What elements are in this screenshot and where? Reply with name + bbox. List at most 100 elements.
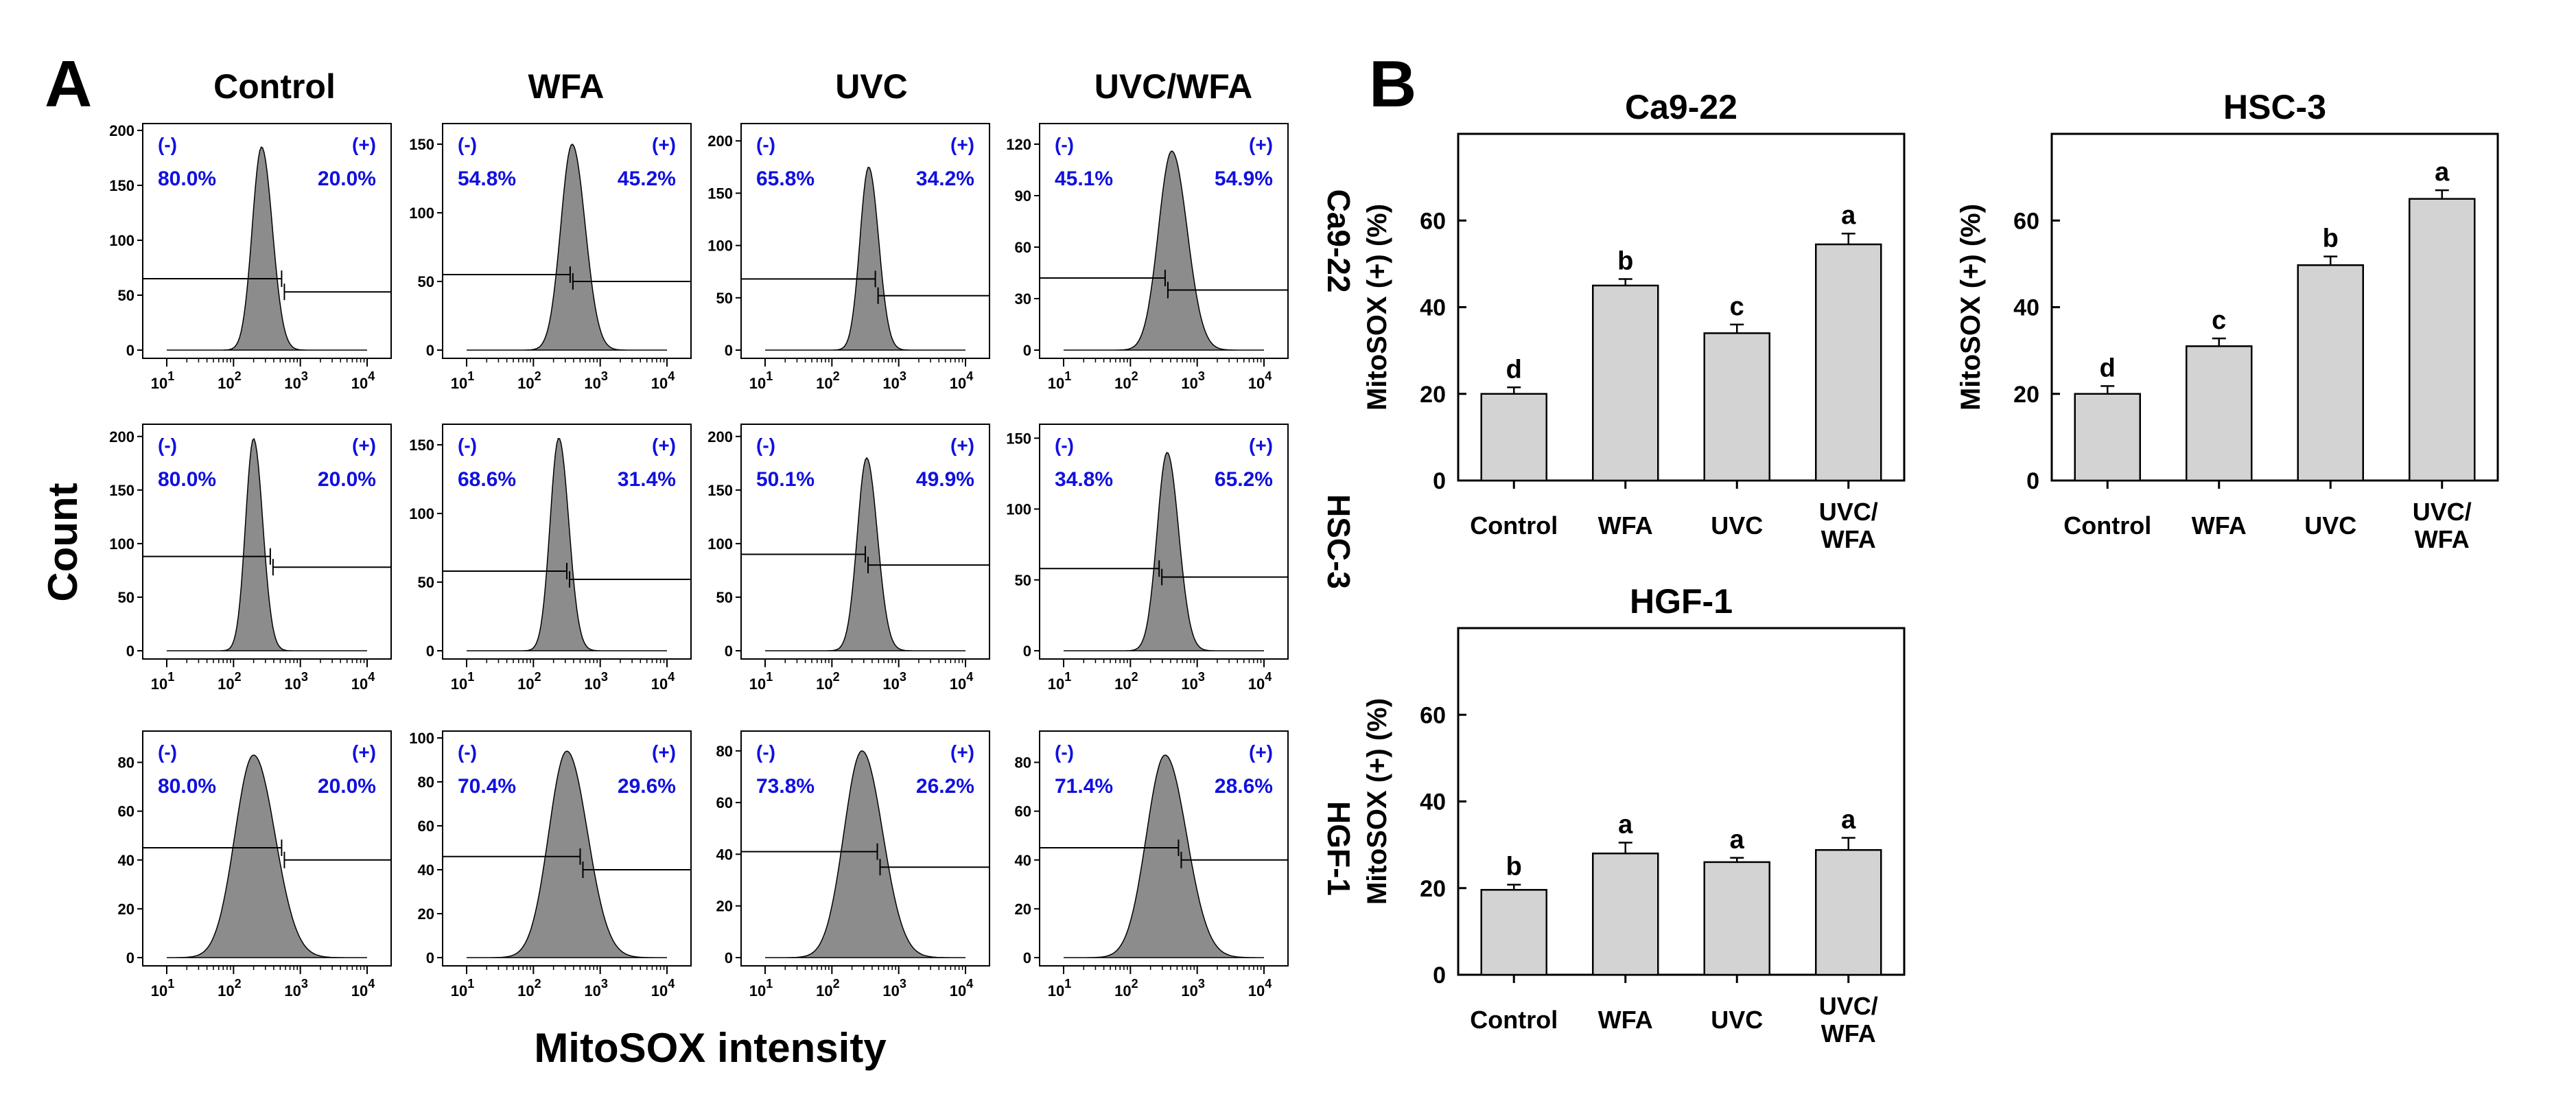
histogram-area <box>167 438 367 651</box>
y-tick-label: 50 <box>716 290 733 307</box>
category-label-line: UVC <box>1711 1006 1763 1034</box>
y-tick-label: 0 <box>1433 962 1446 988</box>
y-tick-label: 100 <box>1006 501 1031 518</box>
x-tick-base: 10 <box>584 375 600 392</box>
category-label-line: WFA <box>1821 1019 1876 1048</box>
pos-percent: 54.9% <box>1215 167 1273 190</box>
x-tick-exponent: 4 <box>368 670 375 684</box>
column-header-uvc: UVC <box>835 67 908 106</box>
y-tick-label: 20 <box>1420 382 1446 408</box>
y-tick-label: 0 <box>1023 342 1031 359</box>
category-label-line: UVC/ <box>1819 498 1878 526</box>
y-tick-label: 200 <box>707 132 733 150</box>
y-axis-label: MitoSOX (+) (%) <box>1956 204 1986 411</box>
category-label: UVC/WFA <box>1819 498 1878 553</box>
bar-wfa: c WFA <box>2186 306 2253 540</box>
neg-percent: 65.8% <box>756 167 815 190</box>
y-tick-label: 100 <box>707 535 733 553</box>
category-label-line: WFA <box>1598 511 1653 540</box>
x-tick-label: 102 <box>1114 369 1138 392</box>
x-axis-label-mitosox: MitoSOX intensity <box>534 1025 887 1071</box>
pos-percent: 20.0% <box>318 775 376 798</box>
x-tick-exponent: 4 <box>368 977 375 991</box>
bar-uvc-wfa: a UVC/WFA <box>2409 158 2476 553</box>
histogram-grid: Control WFA UVC UVC/WFA Ca9-22 HSC-3 HGF-1 0 50 1… <box>109 67 1357 999</box>
column-header-control: Control <box>213 67 336 106</box>
pos-percent: 20.0% <box>318 468 376 491</box>
category-label-line: WFA <box>2415 525 2470 553</box>
significance-letter: d <box>2100 354 2116 382</box>
x-tick-base: 10 <box>151 982 167 999</box>
x-tick-base: 10 <box>950 375 966 392</box>
y-tick-label: 40 <box>1015 852 1031 869</box>
significance-letter: a <box>2435 158 2450 187</box>
category-label: Control <box>2063 511 2151 540</box>
x-tick-label: 103 <box>882 369 906 392</box>
y-tick-label: 150 <box>1006 430 1031 447</box>
y-tick-label: 200 <box>109 428 134 446</box>
x-tick-exponent: 3 <box>900 670 906 684</box>
pos-label: (+) <box>950 134 974 155</box>
x-tick-label: 104 <box>351 977 375 999</box>
y-tick-label: 60 <box>2013 208 2039 234</box>
x-tick-label: 103 <box>1181 670 1205 693</box>
significance-letter: d <box>1506 355 1522 384</box>
y-tick-label: 0 <box>426 643 434 660</box>
neg-percent: 45.1% <box>1055 167 1113 190</box>
x-tick-base: 10 <box>218 982 234 999</box>
pos-label: (+) <box>950 435 974 456</box>
histogram-area <box>1064 150 1264 351</box>
histogram-area <box>1064 754 1264 958</box>
plot-frame <box>142 424 392 660</box>
x-tick-label: 101 <box>749 369 773 392</box>
pos-label: (+) <box>1249 435 1273 456</box>
y-tick-label: 60 <box>1015 803 1031 820</box>
x-tick-base: 10 <box>584 675 600 693</box>
x-tick-label: 103 <box>284 977 308 999</box>
y-tick-label: 50 <box>716 589 733 606</box>
x-tick-label: 103 <box>584 369 608 392</box>
x-tick-label: 103 <box>1181 977 1205 999</box>
neg-percent: 80.0% <box>158 167 216 190</box>
x-tick-exponent: 4 <box>368 369 375 383</box>
y-tick-label: 0 <box>725 949 733 967</box>
bar-control: d Control <box>2063 354 2151 540</box>
x-tick-base: 10 <box>1248 375 1265 392</box>
x-tick-base: 10 <box>451 982 467 999</box>
x-tick-label: 104 <box>1248 670 1272 693</box>
x-tick-base: 10 <box>749 982 766 999</box>
y-tick-label: 80 <box>1015 754 1031 772</box>
x-tick-exponent: 1 <box>766 369 773 383</box>
x-tick-label: 102 <box>816 670 840 693</box>
y-tick-label: 150 <box>409 437 434 454</box>
panel-label-b: B <box>1369 47 1416 121</box>
pos-percent: 31.4% <box>618 468 676 491</box>
pos-label: (+) <box>352 435 376 456</box>
bar-wfa: a WFA <box>1592 810 1659 1034</box>
x-tick-base: 10 <box>351 375 368 392</box>
x-tick-exponent: 4 <box>966 977 973 991</box>
x-tick-exponent: 2 <box>535 369 541 383</box>
pos-percent: 29.6% <box>618 775 676 798</box>
pos-label: (+) <box>652 741 676 763</box>
y-tick-label: 0 <box>426 949 434 967</box>
neg-percent: 80.0% <box>158 775 216 798</box>
x-tick-label: 101 <box>1048 670 1072 693</box>
y-tick-label: 40 <box>716 846 733 863</box>
x-tick-exponent: 4 <box>1265 369 1272 383</box>
y-tick-label: 50 <box>418 273 434 290</box>
x-tick-label: 104 <box>1248 977 1272 999</box>
pos-label: (+) <box>1249 134 1273 155</box>
x-tick-label: 102 <box>816 369 840 392</box>
y-tick-label: 20 <box>1015 901 1031 918</box>
histogram-area <box>467 437 667 651</box>
x-tick-exponent: 4 <box>1265 670 1272 684</box>
x-tick-base: 10 <box>517 675 534 693</box>
pos-percent: 26.2% <box>916 775 974 798</box>
y-tick-label: 60 <box>1420 208 1446 234</box>
x-tick-label: 101 <box>1048 369 1072 392</box>
